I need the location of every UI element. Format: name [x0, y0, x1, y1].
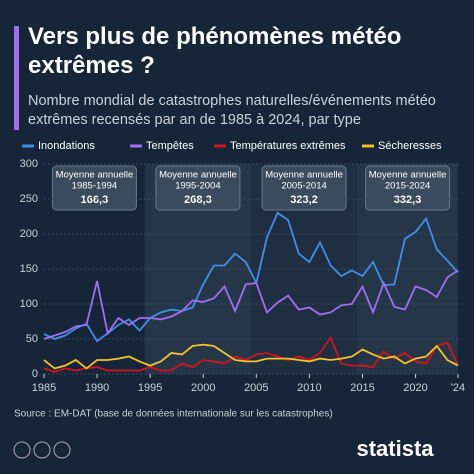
annotation-label: Moyenne annuelle	[265, 170, 343, 181]
y-tick-label: 250	[20, 193, 38, 205]
x-tick-label: 2010	[297, 382, 321, 394]
annotation-period: 2015-2024	[385, 181, 430, 192]
x-tick-label: 1995	[138, 382, 162, 394]
x-tick-label: 1990	[85, 382, 109, 394]
legend-label: Températures extrêmes	[230, 140, 346, 152]
legend-label: Sécheresses	[378, 140, 442, 152]
y-tick-label: 0	[32, 368, 38, 380]
license-icon	[53, 441, 71, 459]
legend-label: Inondations	[38, 140, 95, 152]
annotation-period: 1995-2004	[175, 181, 220, 192]
y-tick-label: 200	[20, 228, 38, 240]
license-icon	[33, 441, 51, 459]
annotation-value: 268,3	[184, 194, 212, 206]
x-tick-label: '24	[451, 382, 465, 394]
license-icon	[13, 441, 31, 459]
y-tick-label: 150	[20, 263, 38, 275]
annotation-label: Moyenne annuelle	[56, 170, 134, 181]
chart-subtitle: Nombre mondial de catastrophes naturelle…	[28, 93, 436, 128]
series-line	[43, 211, 459, 343]
x-tick-label: 2020	[403, 382, 427, 394]
chart-title: Vers plus de phénomènes météo extrêmes ?	[28, 23, 402, 79]
annotation-value: 332,3	[394, 194, 422, 206]
x-tick-label: 2015	[350, 382, 374, 394]
series-line	[43, 269, 459, 340]
brand: statista	[356, 436, 434, 461]
series-line	[43, 343, 459, 370]
y-tick-label: 50	[26, 333, 38, 345]
x-tick-label: 1985	[32, 382, 56, 394]
accent-bar	[14, 26, 19, 130]
x-tick-label: 2005	[244, 382, 268, 394]
source: Source : EM-DAT (base de données interna…	[14, 409, 333, 420]
annotation-label: Moyenne annuelle	[159, 170, 237, 181]
annotation-label: Moyenne annuelle	[369, 170, 447, 181]
annotation-period: 1985-1994	[72, 181, 117, 192]
annotation-value: 323,2	[290, 194, 318, 206]
annotation-value: 166,3	[81, 194, 109, 206]
title-box: Vers plus de phénomènes météo extrêmes ?	[28, 23, 402, 79]
series-line	[43, 335, 459, 373]
y-tick-label: 100	[20, 298, 38, 310]
x-tick-label: 2000	[191, 382, 215, 394]
legend-label: Tempêtes	[146, 140, 194, 152]
annotation-period: 2005-2014	[281, 181, 326, 192]
y-tick-label: 300	[20, 158, 38, 170]
subtitle-box: Nombre mondial de catastrophes naturelle…	[28, 93, 436, 128]
